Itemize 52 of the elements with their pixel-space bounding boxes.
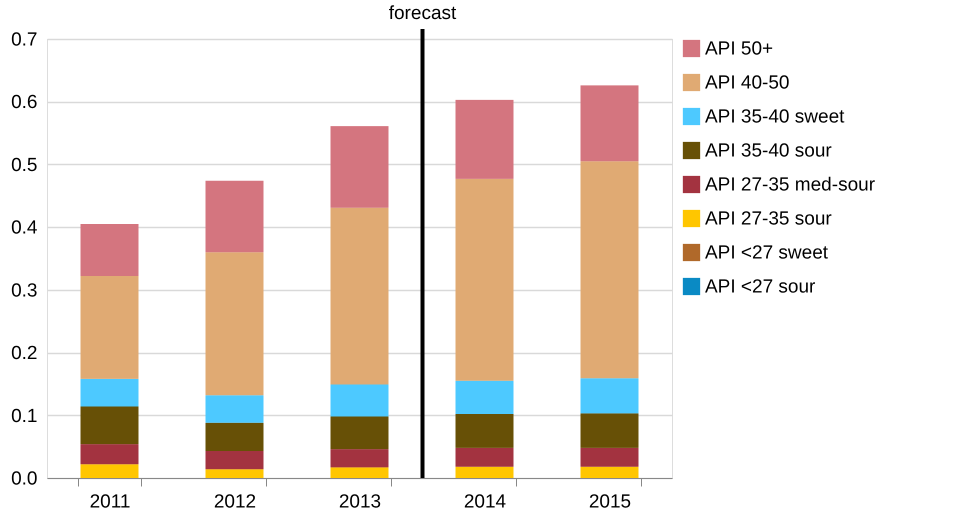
ref-line-label: forecast [388,3,458,24]
bar [456,178,514,381]
legend-label: API 27-35 sour [705,208,832,230]
y-tick-label: 0.4 [11,218,38,239]
bar [330,449,388,468]
bar [330,126,388,208]
bar [80,276,138,379]
bar [580,448,638,467]
x-tick-label: 2014 [464,492,507,512]
bar [330,208,388,385]
bar [580,413,638,448]
bar [456,466,514,478]
legend-label: API <27 sour [705,276,816,298]
bar [206,469,264,478]
bar [206,422,264,452]
x-tick-label: 2012 [214,492,256,512]
y-tick-label: 0.7 [11,30,38,50]
bar [206,252,264,396]
bar [206,395,264,423]
bar [456,448,514,467]
y-tick-label: 0.5 [11,154,38,176]
bar [330,384,388,417]
bar [206,451,264,470]
bar [80,378,138,407]
bar [580,466,638,478]
x-tick-label: 2011 [90,492,130,512]
bar [456,414,514,448]
bar [206,180,264,252]
legend-label: API 50+ [705,38,774,60]
legend-label: API <27 sweet [705,242,829,264]
legend-label: API 40-50 [705,72,790,94]
x-tick-label: 2013 [338,492,382,512]
bar [580,378,638,414]
y-tick-label: 0.3 [11,280,38,302]
bar [80,444,138,464]
y-tick-label: 0.6 [11,92,38,114]
bar [580,85,638,162]
legend-label: API 35-40 sweet [705,106,846,128]
bar [580,161,638,378]
bar [330,416,388,450]
legend-label: API 27-35 med-sour [705,174,876,196]
x-tick-label: 2015 [588,492,632,512]
y-tick-label: 0.1 [11,406,38,427]
y-tick-label: 0.2 [11,343,38,364]
y-tick-label: 0.0 [11,468,38,490]
bar [80,224,138,276]
legend-label: API 35-40 sour [705,140,832,162]
bar [456,100,514,179]
bar [456,380,514,414]
bar [80,406,138,444]
bar [330,467,388,478]
bar [80,464,138,478]
